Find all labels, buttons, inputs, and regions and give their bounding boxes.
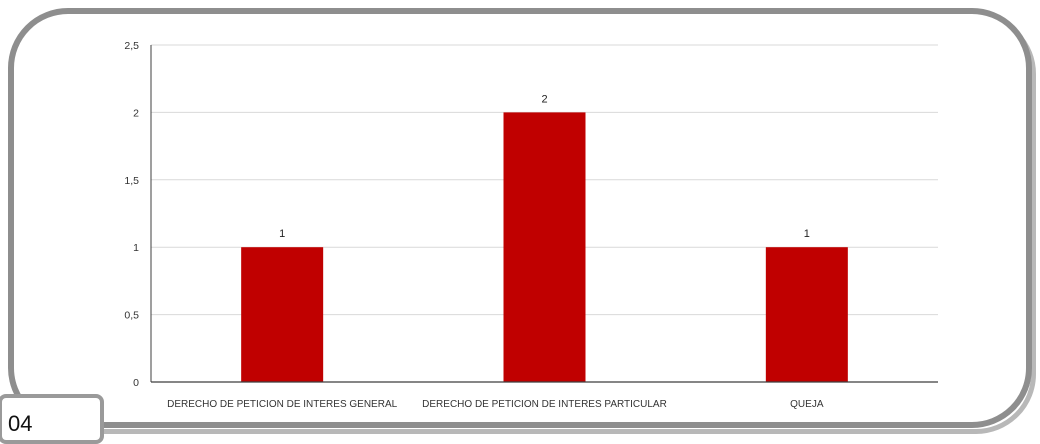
y-tick-label: 0,5 [124,310,139,322]
data-labels: 1 2 1 [279,93,810,240]
y-tick-label: 1,5 [124,175,139,187]
y-tick-label: 0 [133,377,139,389]
bar [241,247,324,382]
category-label: DERECHO DE PETICION DE INTERES GENERAL [167,399,397,410]
data-label: 2 [541,93,547,105]
bars [241,112,848,383]
page-number: 04 [8,411,33,436]
data-label: 1 [804,228,810,240]
category-labels: DERECHO DE PETICION DE INTERES GENERAL DE… [167,399,824,410]
y-tick-label: 1 [133,242,139,254]
y-tick-label: 2 [133,107,139,119]
data-label: 1 [279,228,285,240]
category-label: DERECHO DE PETICION DE INTERES PARTICULA… [422,399,667,410]
category-label: QUEJA [790,399,824,410]
bar [503,112,586,383]
bar [765,247,848,382]
y-axis-ticks: 0 0,5 1 1,5 2 2,5 [124,40,152,389]
y-tick-label: 2,5 [124,40,139,52]
